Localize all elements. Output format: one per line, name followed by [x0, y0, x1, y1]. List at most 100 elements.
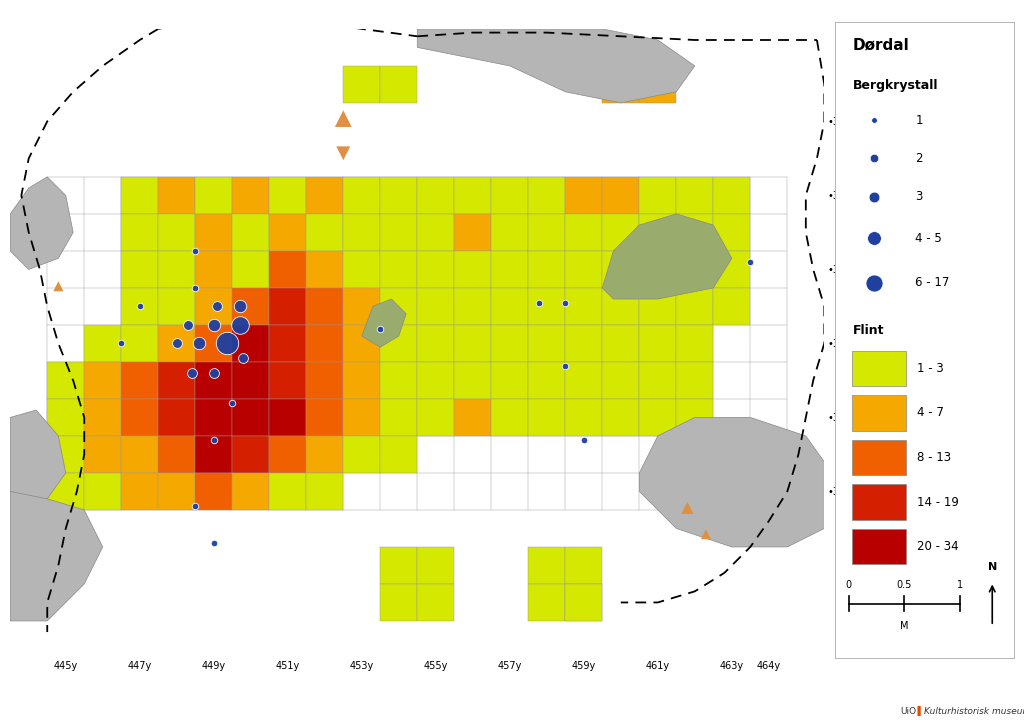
- Text: ❚: ❚: [914, 706, 923, 716]
- Bar: [159, 177, 196, 214]
- Bar: [565, 288, 602, 325]
- Point: [231, 319, 248, 330]
- Point: [131, 301, 147, 312]
- Text: Kulturhistorisk museum: Kulturhistorisk museum: [924, 707, 1024, 716]
- Bar: [528, 584, 565, 621]
- Bar: [676, 177, 714, 214]
- Bar: [306, 177, 343, 214]
- Bar: [492, 288, 528, 325]
- Bar: [343, 251, 380, 288]
- Text: 6 - 17: 6 - 17: [915, 276, 949, 289]
- Bar: [232, 214, 269, 251]
- Bar: [639, 325, 676, 362]
- Bar: [196, 362, 232, 399]
- Bar: [455, 288, 492, 325]
- Polygon shape: [335, 111, 351, 127]
- Polygon shape: [418, 29, 695, 103]
- Point: [865, 114, 882, 126]
- Bar: [232, 473, 269, 510]
- Point: [372, 323, 388, 335]
- Polygon shape: [681, 502, 693, 514]
- Bar: [159, 399, 196, 436]
- Bar: [380, 399, 418, 436]
- Bar: [269, 362, 306, 399]
- Bar: [343, 362, 380, 399]
- Bar: [602, 66, 639, 103]
- Bar: [84, 399, 121, 436]
- Bar: [159, 214, 196, 251]
- Bar: [852, 484, 906, 520]
- Polygon shape: [602, 214, 732, 299]
- Bar: [380, 251, 418, 288]
- Bar: [196, 436, 232, 473]
- Bar: [639, 66, 676, 103]
- Text: 3: 3: [915, 190, 923, 203]
- Bar: [269, 473, 306, 510]
- Bar: [418, 214, 455, 251]
- Bar: [380, 436, 418, 473]
- Bar: [602, 288, 639, 325]
- Polygon shape: [10, 177, 73, 270]
- Bar: [196, 214, 232, 251]
- Text: 0: 0: [846, 580, 852, 590]
- Point: [865, 153, 882, 164]
- Bar: [121, 399, 159, 436]
- Bar: [196, 288, 232, 325]
- Point: [206, 367, 222, 379]
- Bar: [306, 325, 343, 362]
- Bar: [84, 473, 121, 510]
- Text: Flint: Flint: [852, 324, 884, 337]
- Point: [206, 434, 222, 445]
- Bar: [455, 362, 492, 399]
- Text: 0.5: 0.5: [897, 580, 912, 590]
- Bar: [47, 399, 84, 436]
- Point: [169, 338, 185, 349]
- Bar: [306, 362, 343, 399]
- Bar: [232, 436, 269, 473]
- Bar: [639, 399, 676, 436]
- Bar: [602, 214, 639, 251]
- Point: [206, 537, 222, 549]
- Bar: [565, 177, 602, 214]
- Bar: [565, 547, 602, 584]
- Polygon shape: [10, 410, 66, 499]
- Bar: [714, 288, 751, 325]
- Bar: [196, 473, 232, 510]
- Point: [187, 282, 204, 294]
- Bar: [47, 473, 84, 510]
- Bar: [565, 584, 602, 621]
- Bar: [565, 362, 602, 399]
- Bar: [528, 288, 565, 325]
- Point: [187, 245, 204, 257]
- Point: [557, 297, 573, 309]
- Bar: [714, 214, 751, 251]
- Point: [190, 338, 207, 349]
- Bar: [418, 547, 455, 584]
- Text: 1 - 3: 1 - 3: [918, 362, 944, 375]
- Bar: [380, 288, 418, 325]
- Text: UiO: UiO: [900, 707, 916, 716]
- Bar: [418, 251, 455, 288]
- Bar: [528, 251, 565, 288]
- Bar: [455, 325, 492, 362]
- Bar: [232, 251, 269, 288]
- Bar: [455, 399, 492, 436]
- Bar: [159, 473, 196, 510]
- Bar: [418, 362, 455, 399]
- Polygon shape: [700, 529, 711, 539]
- Text: 20 - 34: 20 - 34: [918, 540, 958, 553]
- Bar: [269, 177, 306, 214]
- Bar: [418, 288, 455, 325]
- Bar: [269, 288, 306, 325]
- Bar: [47, 362, 84, 399]
- Point: [865, 232, 882, 244]
- Polygon shape: [10, 492, 102, 621]
- Bar: [565, 214, 602, 251]
- Bar: [196, 325, 232, 362]
- Point: [557, 360, 573, 372]
- Bar: [852, 395, 906, 431]
- Bar: [84, 436, 121, 473]
- Bar: [676, 288, 714, 325]
- Bar: [47, 436, 84, 473]
- Text: N: N: [987, 562, 997, 572]
